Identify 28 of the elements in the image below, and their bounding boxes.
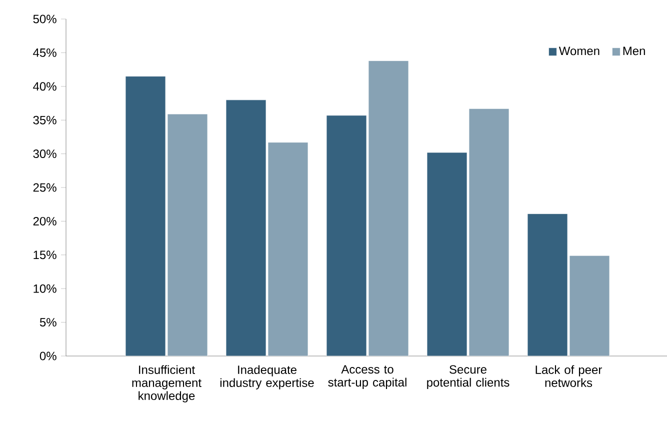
y-tick-label: 40% (33, 82, 56, 91)
legend-label: Women (558, 46, 600, 56)
bar (368, 60, 409, 356)
y-tick-label: 35% (33, 116, 56, 124)
bar (569, 255, 610, 356)
bar (268, 142, 308, 356)
bar (527, 214, 568, 356)
y-tick-label: 50% (33, 14, 56, 24)
y-tick-label: 5% (40, 318, 56, 327)
bar (167, 114, 208, 356)
bar (326, 115, 367, 356)
x-tick-label: Secure potential clients (427, 365, 510, 390)
x-tick-label: Inadequate industry expertise (220, 365, 314, 390)
bar (468, 108, 510, 356)
x-tick-label: Lack of peer networks (536, 365, 602, 388)
bar (226, 100, 266, 356)
x-tick-label: Access to start-up capital (328, 365, 406, 389)
y-tick-label: 20% (33, 216, 56, 226)
bar (125, 76, 166, 356)
y-tick-label: 45% (33, 48, 56, 57)
legend-label: Men (623, 46, 645, 56)
bar (426, 152, 468, 356)
y-tick-label: 25% (33, 183, 56, 192)
x-tick-label: Insufficient management knowledge (132, 365, 202, 402)
y-tick-label: 0% (40, 352, 56, 360)
y-tick-label: 10% (34, 284, 56, 293)
y-tick-label: 15% (34, 250, 56, 260)
y-tick-label: 30% (33, 150, 56, 158)
